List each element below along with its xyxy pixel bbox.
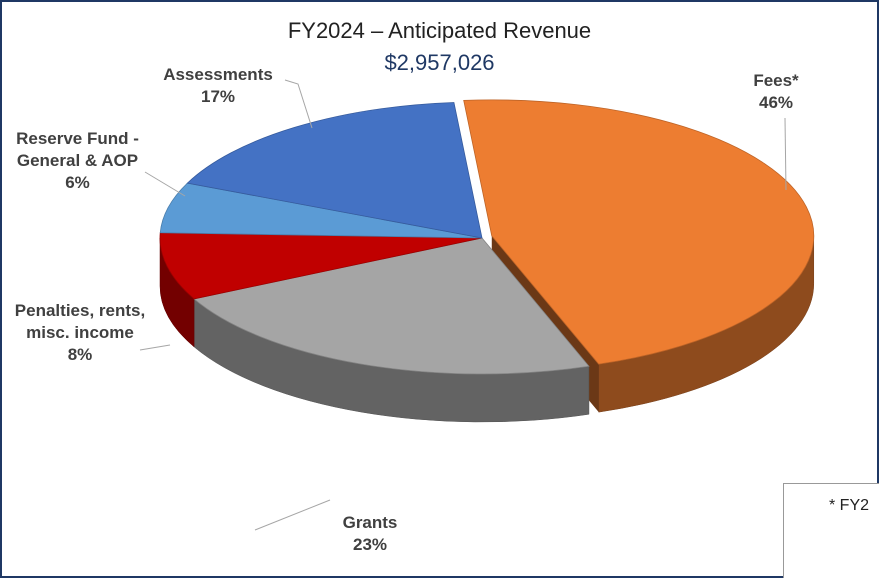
category-label: Grants xyxy=(342,513,398,532)
leader-line xyxy=(139,344,171,351)
data-label: Grants 23% xyxy=(320,512,420,556)
slice xyxy=(193,237,590,375)
chart-subtitle: $2,957,026 xyxy=(384,50,495,75)
slice xyxy=(463,99,815,365)
note: * FY2 xyxy=(829,497,870,514)
data-label: Fees* 46% xyxy=(726,70,826,114)
category-label: Assessments xyxy=(163,65,273,84)
chart-title: FY2024 – Anticipated Revenue xyxy=(287,18,592,43)
leader-line xyxy=(254,499,331,531)
data-label: Assessments 17% xyxy=(148,64,288,108)
value-label: 46% xyxy=(758,93,794,112)
slice xyxy=(186,102,483,239)
value-label: 6% xyxy=(65,173,90,192)
category-label: Penalties, rents, misc. income xyxy=(14,301,146,342)
data-label: Penalties, rents, misc. income 8% xyxy=(10,300,150,366)
leader-line xyxy=(784,117,787,191)
value-label: 23% xyxy=(352,535,388,554)
slice xyxy=(159,232,483,300)
leader-line xyxy=(284,79,313,129)
value-label: 17% xyxy=(200,87,236,106)
value-label: 8% xyxy=(67,345,93,364)
category-label: Fees* xyxy=(753,71,799,90)
data-label: Reserve Fund - General & AOP 6% xyxy=(10,128,145,194)
slice xyxy=(159,182,483,239)
category-label: Reserve Fund - General & AOP xyxy=(16,129,139,170)
leader-line xyxy=(144,171,186,197)
note-box: * FY2 xyxy=(783,483,879,578)
